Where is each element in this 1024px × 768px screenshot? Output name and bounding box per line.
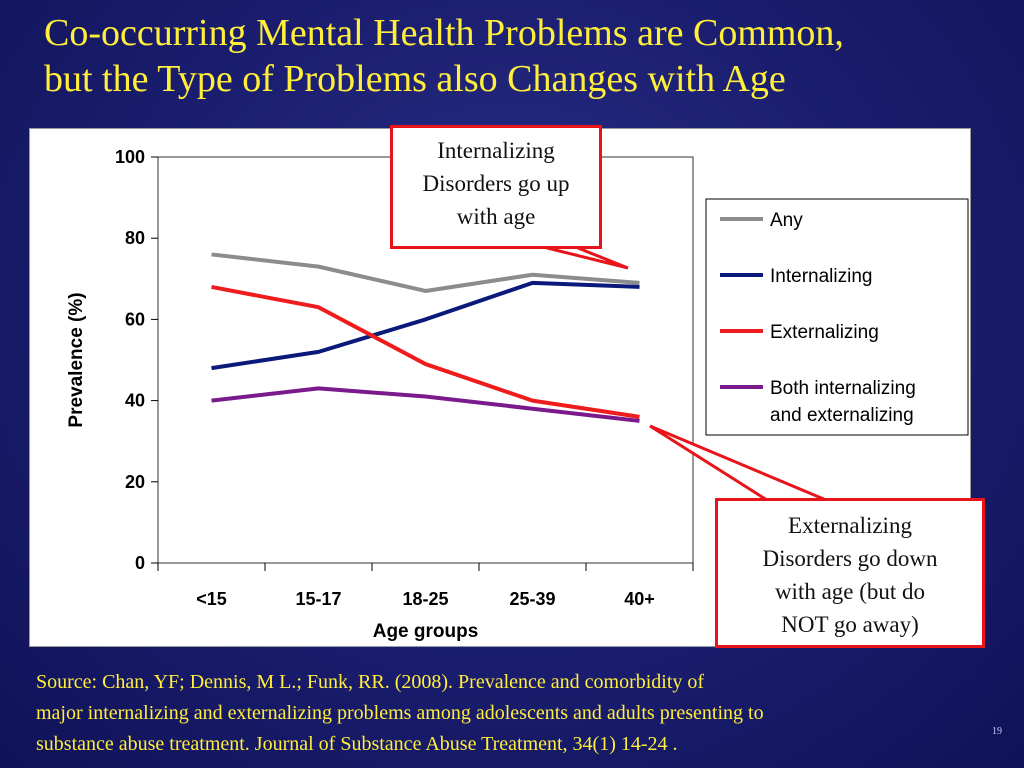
source-citation: Source: Chan, YF; Dennis, M L.; Funk, RR… (36, 667, 996, 760)
callout-top-line: Internalizing (437, 138, 555, 163)
series-line (211, 252, 640, 293)
callout-top-line: Disorders go up (422, 171, 570, 196)
callout-top-line: with age (456, 204, 536, 229)
y-tick-label: 80 (125, 228, 145, 248)
series-line (211, 280, 640, 371)
callout-bottom-line: Externalizing (788, 513, 912, 538)
legend-box (705, 198, 969, 436)
legend-label: Both internalizing (770, 378, 916, 399)
y-tick-label: 60 (125, 309, 145, 329)
series-line (211, 386, 640, 423)
legend-label: Externalizing (770, 322, 879, 343)
legend: Any Internalizing Externalizing Both intern… (705, 198, 969, 436)
y-axis-title: Prevalence (%) (66, 292, 87, 427)
x-tick-label: 25-39 (509, 589, 555, 609)
callout-bottom-line: Disorders go down (762, 546, 938, 571)
title-line-1: Co-occurring Mental Health Problems are … (44, 12, 844, 54)
legend-label: Any (770, 210, 803, 231)
series-lines (211, 252, 640, 423)
callout-bottom-line: with age (but do (774, 579, 926, 604)
source-line-3: substance abuse treatment. Journal of Su… (36, 733, 678, 755)
source-line-2: major internalizing and externalizing pr… (36, 702, 764, 724)
x-tick-label: 15-17 (295, 589, 341, 609)
x-tick-label: 40+ (624, 589, 655, 609)
callout-internalizing: Internalizing Disorders go up with age (390, 125, 602, 249)
slide-number: 19 (992, 726, 1002, 737)
y-tick-label: 100 (115, 147, 145, 167)
series-line (211, 284, 640, 419)
legend-label: and externalizing (770, 405, 914, 426)
x-axis-title: Age groups (373, 621, 479, 642)
callout-externalizing: Externalizing Disorders go down with age… (715, 498, 985, 648)
legend-label: Internalizing (770, 266, 872, 287)
title-line-2: but the Type of Problems also Changes wi… (44, 58, 786, 100)
x-tick-label: 18-25 (402, 589, 448, 609)
y-tick-label: 20 (125, 472, 145, 492)
source-line-1: Source: Chan, YF; Dennis, M L.; Funk, RR… (36, 671, 705, 693)
x-tick-label: <15 (196, 589, 227, 609)
y-tick-label: 40 (125, 391, 145, 411)
callout-bottom-line: NOT go away) (781, 612, 919, 637)
slide-title: Co-occurring Mental Health Problems are … (44, 10, 1004, 102)
y-tick-label: 0 (135, 553, 145, 573)
